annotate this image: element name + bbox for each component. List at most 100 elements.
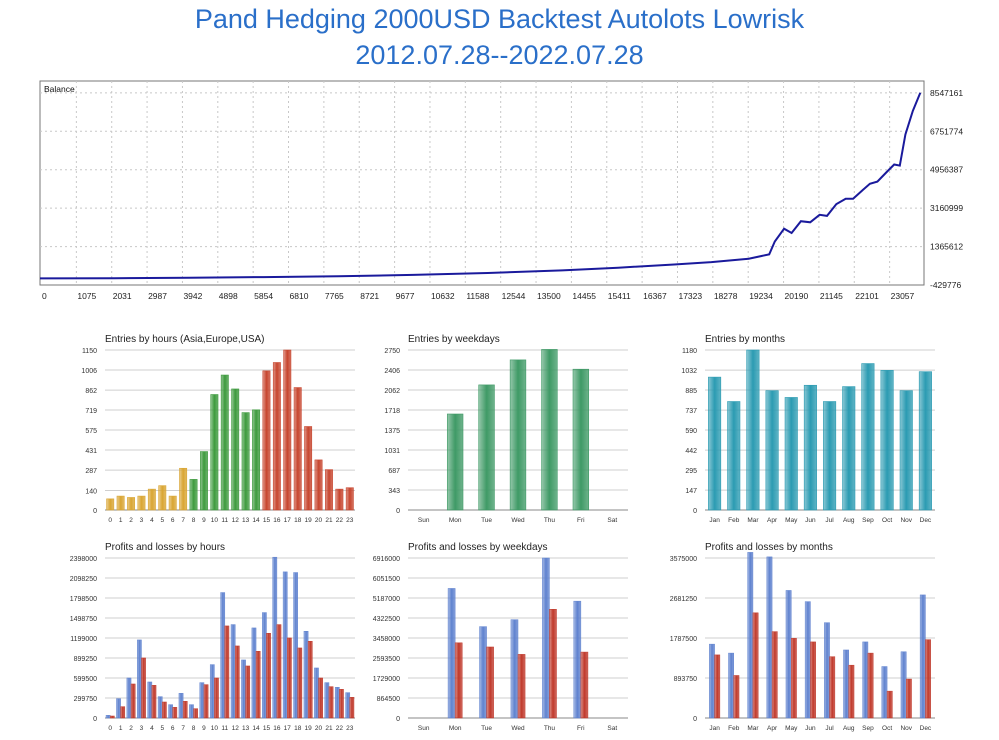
balance-x-tick-label: 4898: [219, 291, 238, 301]
x-tick-label: Jul: [825, 725, 834, 732]
bar: [283, 349, 292, 511]
x-tick-label: Nov: [900, 725, 912, 732]
profit-bar: [728, 652, 734, 719]
balance-y-tick-label: 3160999: [930, 203, 963, 213]
bar: [509, 359, 527, 511]
y-tick-label: 2593500: [373, 656, 400, 663]
chart-title: Profits and losses by hours: [105, 542, 225, 553]
y-tick-label: 295: [685, 468, 697, 475]
y-tick-label: 0: [396, 508, 400, 515]
profit-bar: [510, 619, 519, 719]
profit-bar: [804, 601, 811, 719]
y-tick-label: 2062: [384, 388, 400, 395]
loss-bar: [172, 707, 178, 719]
profit-bar: [126, 677, 132, 719]
y-tick-label: 719: [85, 408, 97, 415]
loss-bar: [214, 677, 219, 719]
bar: [262, 370, 271, 511]
loss-bar: [193, 708, 198, 719]
balance-x-tick-label: 12544: [502, 291, 526, 301]
bar: [189, 479, 198, 511]
x-tick-label: 17: [284, 725, 292, 732]
profits-losses-by-months-chart: Profits and losses by months 0 893750 17875…: [670, 542, 935, 732]
y-tick-label: 885: [685, 388, 697, 395]
balance-x-tick-label: 8721: [360, 291, 379, 301]
y-tick-label: 0: [693, 508, 697, 515]
x-tick-label: 16: [273, 517, 281, 524]
y-tick-label: 1718: [384, 408, 400, 415]
x-tick-label: 15: [263, 725, 271, 732]
profit-bar: [862, 641, 869, 719]
x-tick-label: 22: [336, 517, 344, 524]
bar: [325, 469, 333, 511]
y-tick-label: 287: [85, 468, 97, 475]
balance-x-tick-label: 11588: [466, 291, 489, 301]
bar: [918, 371, 932, 511]
profit-bar: [709, 643, 715, 719]
x-tick-label: Oct: [882, 725, 892, 732]
balance-x-tick-label: 2987: [148, 291, 167, 301]
x-tick-label: 6: [171, 517, 175, 524]
bar: [116, 495, 125, 511]
profit-bar: [241, 659, 246, 719]
bar: [147, 488, 156, 511]
balance-x-tick-label: 5854: [254, 291, 273, 301]
y-tick-label: 737: [685, 408, 697, 415]
bar: [231, 388, 240, 511]
loss-bar: [848, 664, 855, 719]
bar: [241, 412, 250, 511]
loss-bar: [255, 651, 261, 719]
balance-x-tick-label: 7765: [325, 291, 344, 301]
bar: [158, 485, 167, 511]
y-tick-label: 4322500: [373, 616, 400, 623]
x-tick-label: Dec: [920, 725, 932, 732]
loss-bar: [549, 609, 557, 719]
y-tick-label: 442: [685, 448, 697, 455]
loss-bar: [886, 690, 893, 719]
y-tick-label: 2681250: [670, 596, 697, 603]
y-tick-label: 1006: [81, 368, 97, 375]
profit-bar: [230, 624, 236, 719]
x-tick-label: Sun: [418, 517, 430, 524]
x-tick-label: 11: [221, 725, 228, 732]
balance-y-tick-label: 6751774: [930, 126, 963, 136]
profit-bar: [168, 704, 173, 719]
loss-bar: [517, 654, 526, 719]
balance-y-tick-label: 8547161: [930, 88, 963, 98]
x-tick-label: 15: [263, 517, 271, 524]
y-tick-label: 893750: [674, 676, 697, 683]
x-tick-label: Mon: [449, 517, 462, 524]
loss-bar: [130, 683, 136, 719]
profit-bar: [573, 600, 582, 719]
y-tick-label: 0: [93, 508, 97, 515]
x-tick-label: May: [785, 725, 798, 732]
x-tick-label: 21: [325, 725, 333, 732]
chart-title: Profits and losses by months: [705, 542, 833, 553]
x-tick-label: 5: [160, 517, 164, 524]
loss-bar: [151, 685, 157, 719]
x-tick-label: 0: [108, 517, 112, 524]
balance-x-tick-label: 10632: [431, 291, 455, 301]
x-tick-label: 2: [129, 725, 133, 732]
x-tick-label: 3: [140, 725, 144, 732]
x-tick-label: Tue: [481, 725, 492, 732]
balance-x-tick-label: 22101: [855, 291, 879, 301]
profits-losses-by-hours-chart: Profits and losses by hours 0 299750 599500…: [70, 542, 355, 732]
x-tick-label: 20: [315, 725, 323, 732]
y-tick-label: 0: [396, 716, 400, 723]
y-tick-label: 590: [685, 428, 697, 435]
x-tick-label: 18: [294, 517, 302, 524]
loss-bar: [109, 715, 115, 719]
profit-bar: [334, 687, 340, 719]
bar: [293, 387, 302, 511]
y-tick-label: 1199000: [70, 636, 97, 643]
bar: [314, 459, 323, 511]
x-tick-label: Sat: [607, 725, 617, 732]
profit-bar: [881, 666, 888, 719]
x-tick-label: 20: [315, 517, 323, 524]
x-tick-label: Thu: [544, 725, 556, 732]
x-tick-label: 10: [211, 517, 219, 524]
y-tick-label: 6916000: [373, 556, 400, 563]
loss-bar: [287, 637, 292, 719]
loss-bar: [182, 701, 188, 719]
